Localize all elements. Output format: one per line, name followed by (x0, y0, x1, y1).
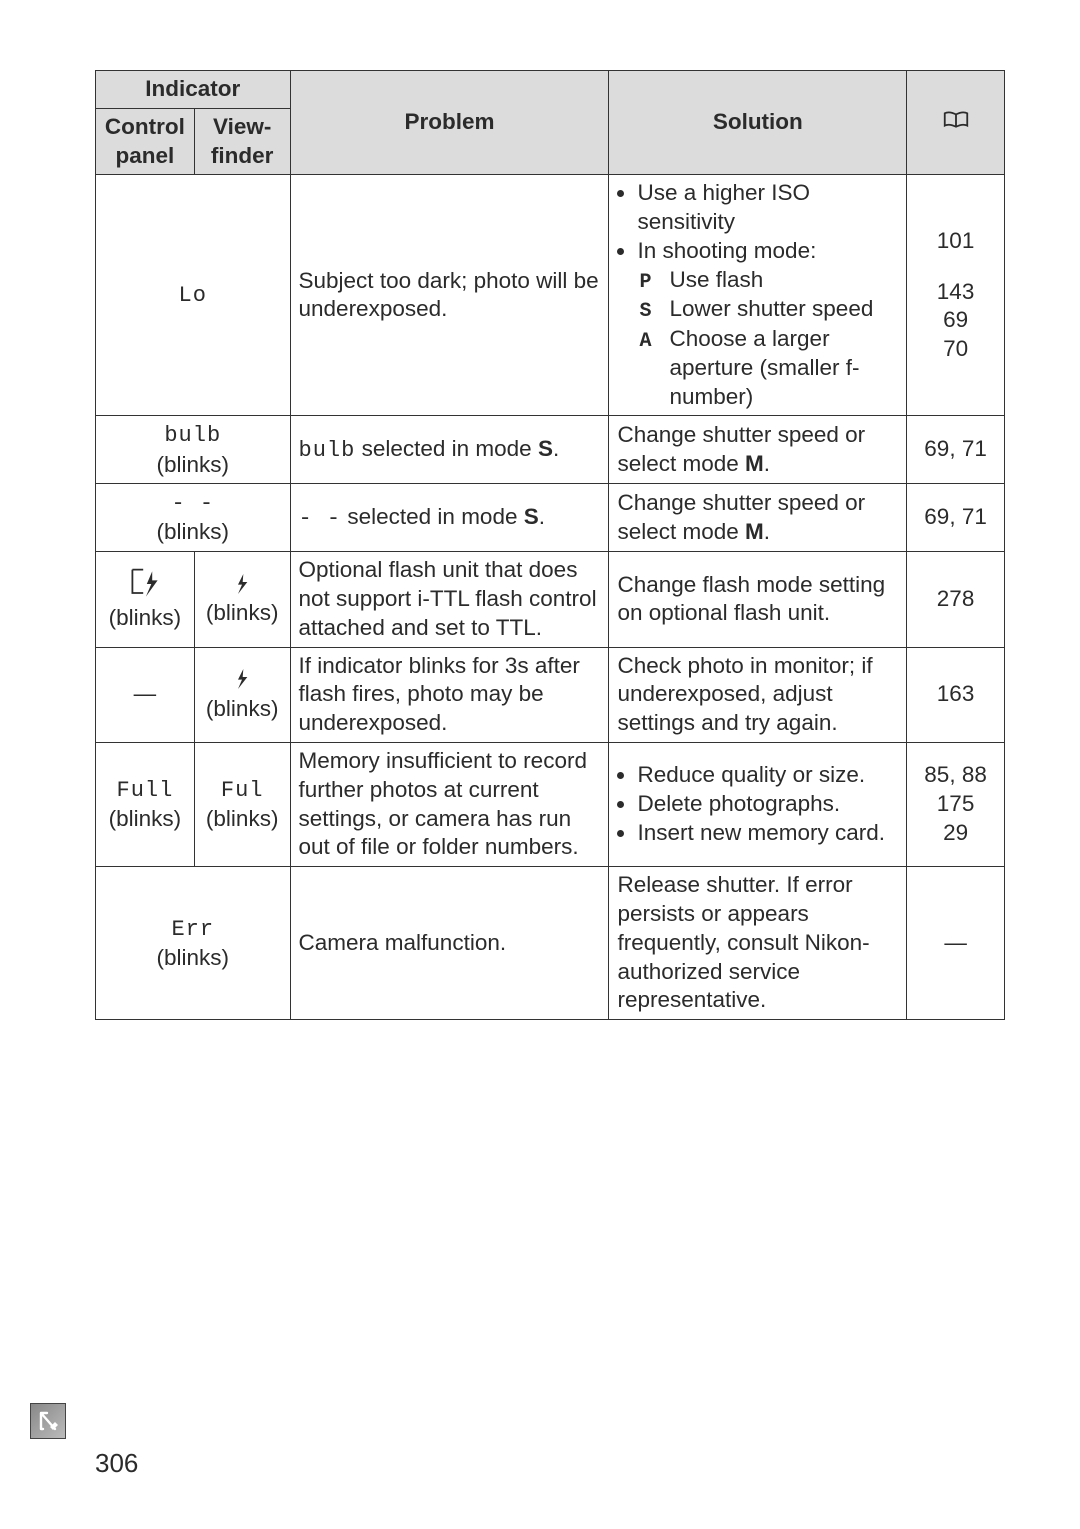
page-number: 306 (95, 1448, 138, 1479)
pages-bulb: 69, 71 (907, 416, 1005, 484)
header-page-ref (907, 71, 1005, 175)
solution-3s: Check photo in monitor; if underexposed,… (609, 647, 907, 742)
indicator-ttl-vf: (blinks) (194, 552, 290, 647)
indicator-3s-cp: — (96, 647, 195, 742)
pages-err: — (907, 867, 1005, 1020)
pages-lo: 101 143 69 70 (907, 175, 1005, 416)
solution-bulb: Change shutter speed or select mode M. (609, 416, 907, 484)
solution-err: Release shutter. If error persists or ap… (609, 867, 907, 1020)
problem-full: Memory insufficient to record further ph… (290, 743, 609, 867)
indicator-lo: Lo (96, 175, 291, 416)
solution-full: Reduce quality or size. Delete photograp… (609, 743, 907, 867)
problem-3s: If indicator blinks for 3s after flash f… (290, 647, 609, 742)
section-tab-icon (30, 1403, 66, 1439)
header-viewfinder: View-finder (194, 108, 290, 175)
problem-dashes: - - selected in mode S. (290, 484, 609, 552)
indicator-err: Err (blinks) (96, 867, 291, 1020)
header-indicator: Indicator (96, 71, 291, 109)
solution-dashes: Change shutter speed or select mode M. (609, 484, 907, 552)
pages-dashes: 69, 71 (907, 484, 1005, 552)
problem-lo: Subject too dark; photo will be underexp… (290, 175, 609, 416)
problem-ttl: Optional flash unit that does not suppor… (290, 552, 609, 647)
indicator-full-vf: Ful (blinks) (194, 743, 290, 867)
indicator-bulb: bulb (blinks) (96, 416, 291, 484)
indicator-dashes: - - (blinks) (96, 484, 291, 552)
flash-icon (232, 572, 252, 597)
page-container: Indicator Problem Solution Control panel… (0, 0, 1080, 1020)
header-problem: Problem (290, 71, 609, 175)
solution-lo: Use a higher ISO sensitivity In shooting… (609, 175, 907, 416)
header-solution: Solution (609, 71, 907, 175)
problem-bulb: bulb selected in mode S. (290, 416, 609, 484)
solution-ttl: Change flash mode setting on optional fl… (609, 552, 907, 647)
troubleshoot-table: Indicator Problem Solution Control panel… (95, 70, 1005, 1020)
book-icon (942, 111, 970, 129)
indicator-full-cp: Full (blinks) (96, 743, 195, 867)
problem-err: Camera malfunction. (290, 867, 609, 1020)
indicator-ttl-cp: (blinks) (96, 552, 195, 647)
pages-full: 85, 88 175 29 (907, 743, 1005, 867)
header-control-panel: Control panel (96, 108, 195, 175)
pages-ttl: 278 (907, 552, 1005, 647)
flash-icon (232, 667, 252, 692)
pages-3s: 163 (907, 647, 1005, 742)
indicator-3s-vf: (blinks) (194, 647, 290, 742)
